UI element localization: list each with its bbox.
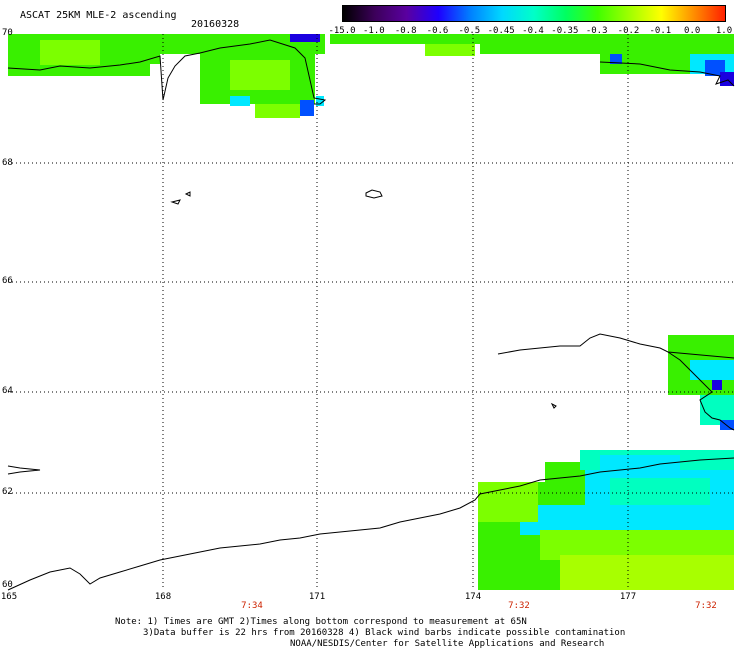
time-label-1: 7:34 [241,601,263,611]
wind-cell [160,34,325,54]
lon-label-174: 174 [464,592,482,602]
colorbar-tick-label: -0.45 [487,26,515,36]
note-line-3: NOAA/NESDIS/Center for Satellite Applica… [290,639,605,649]
note-line-1: Note: 1) Times are GMT 2)Times along bot… [115,617,527,627]
wind-cell [560,555,734,590]
wind-cell [290,34,320,42]
colorbar-tick-label: -1.0 [362,26,385,36]
colorbar-tick-label: -0.4 [522,26,544,36]
note-line-2: 3)Data buffer is 22 hrs from 20160328 4)… [143,628,626,638]
lon-label-165: 165 [0,592,18,602]
colorbar [342,5,726,22]
colorbar-tick-label: -0.8 [394,26,417,36]
wind-cell [480,44,734,54]
lat-lon-grid [8,34,734,590]
lat-label-64: 64 [2,386,13,396]
colorbar-tick-label: -0.6 [426,26,449,36]
island-1 [365,189,383,199]
colorbar-tick-label: -0.35 [551,26,579,36]
colorbar-tick-label: -15.0 [328,26,356,36]
lat-label-60: 60 [2,580,13,590]
wind-data-cells [8,34,734,590]
wind-cell [300,100,314,116]
island-2 [170,199,181,205]
colorbar-tick-label: -0.2 [617,26,640,36]
lat-label-66: 66 [2,276,13,286]
time-label-3: 7:32 [695,601,717,611]
colorbar-tick-label: -0.3 [585,26,608,36]
wind-cell [668,335,734,355]
wind-cell [690,360,734,380]
colorbar-tick-label: -0.5 [458,26,481,36]
coastline-yk [7,457,735,591]
island-3 [184,191,191,197]
lat-label-70: 70 [2,28,13,38]
lat-label-62: 62 [2,487,13,497]
wind-cell [150,34,160,64]
coastlines [7,39,735,591]
map-date: 20160328 [191,19,240,30]
coastline-north [7,39,327,105]
wind-cell [425,44,475,56]
coastline-north-east [599,61,735,87]
wind-cell [712,380,722,390]
colorbar-tick-label: -0.1 [649,26,672,36]
wind-cell [330,34,734,44]
wind-cell [230,60,290,90]
wind-cell [40,40,100,65]
wind-cell [255,104,300,118]
island-4 [550,402,557,409]
wind-cell [610,54,622,64]
coastline-stlawrence [7,465,41,475]
map-title: ASCAT 25KM MLE-2 ascending [20,10,177,21]
lon-label-177: 177 [619,592,637,602]
wind-cell [316,96,324,106]
colorbar-tick-label: 0.0 [684,26,701,36]
wind-cell [600,455,680,470]
wind-cell [230,96,250,106]
colorbar-tick-label: 1.0 [715,26,733,36]
time-label-2: 7:32 [508,601,530,611]
coastline-norton [667,351,735,431]
lon-label-171: 171 [308,592,326,602]
lat-label-68: 68 [2,158,13,168]
lon-label-168: 168 [154,592,172,602]
